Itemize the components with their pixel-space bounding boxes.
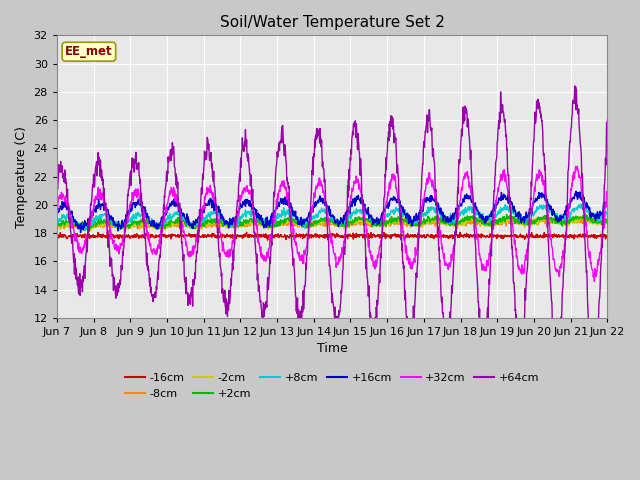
+8cm bbox=[176, 212, 184, 217]
+8cm bbox=[163, 217, 170, 223]
+32cm bbox=[490, 226, 497, 232]
-2cm bbox=[418, 225, 426, 230]
-16cm bbox=[237, 233, 244, 239]
+2cm bbox=[53, 219, 61, 225]
+2cm bbox=[163, 222, 170, 228]
+64cm bbox=[175, 205, 183, 211]
+64cm bbox=[571, 83, 579, 89]
+32cm bbox=[417, 209, 425, 215]
Line: -16cm: -16cm bbox=[57, 232, 607, 240]
+16cm bbox=[163, 208, 170, 214]
+2cm bbox=[604, 216, 611, 221]
Title: Soil/Water Temperature Set 2: Soil/Water Temperature Set 2 bbox=[220, 15, 445, 30]
-2cm bbox=[538, 217, 546, 223]
+64cm bbox=[538, 118, 546, 123]
+8cm bbox=[538, 205, 546, 211]
-16cm bbox=[243, 229, 250, 235]
Line: +2cm: +2cm bbox=[57, 215, 607, 230]
-8cm bbox=[134, 226, 141, 232]
-16cm bbox=[604, 234, 611, 240]
+2cm bbox=[418, 221, 426, 227]
-2cm bbox=[604, 218, 611, 224]
-16cm bbox=[419, 234, 426, 240]
-16cm bbox=[162, 234, 170, 240]
-2cm bbox=[176, 221, 184, 227]
+16cm bbox=[604, 199, 611, 204]
Line: +8cm: +8cm bbox=[57, 203, 607, 230]
-2cm bbox=[237, 225, 245, 230]
+64cm bbox=[53, 184, 61, 190]
-8cm bbox=[176, 218, 184, 224]
-2cm bbox=[163, 221, 170, 227]
+8cm bbox=[604, 210, 611, 216]
+2cm bbox=[237, 223, 245, 228]
+32cm bbox=[591, 278, 598, 284]
+64cm bbox=[162, 182, 170, 188]
+64cm bbox=[417, 186, 425, 192]
+8cm bbox=[579, 200, 586, 206]
-16cm bbox=[539, 232, 547, 238]
-8cm bbox=[163, 222, 170, 228]
-2cm bbox=[53, 224, 61, 230]
Line: +16cm: +16cm bbox=[57, 192, 607, 233]
Text: EE_met: EE_met bbox=[65, 45, 113, 58]
+16cm bbox=[572, 189, 580, 194]
+16cm bbox=[53, 209, 61, 215]
+2cm bbox=[503, 212, 511, 217]
+8cm bbox=[490, 213, 497, 218]
-8cm bbox=[490, 222, 497, 228]
+64cm bbox=[490, 206, 497, 212]
Legend: -16cm, -8cm, -2cm, +2cm, +8cm, +16cm, +32cm, +64cm: -16cm, -8cm, -2cm, +2cm, +8cm, +16cm, +3… bbox=[120, 369, 544, 403]
+32cm bbox=[175, 204, 183, 209]
+32cm bbox=[162, 204, 170, 210]
Line: -2cm: -2cm bbox=[57, 216, 607, 231]
Line: +32cm: +32cm bbox=[57, 167, 607, 281]
-16cm bbox=[264, 237, 271, 243]
-8cm bbox=[551, 215, 559, 221]
Y-axis label: Temperature (C): Temperature (C) bbox=[15, 126, 28, 228]
+16cm bbox=[418, 209, 426, 215]
+2cm bbox=[81, 228, 88, 233]
+16cm bbox=[538, 192, 546, 198]
+2cm bbox=[176, 221, 184, 227]
-8cm bbox=[237, 222, 245, 228]
X-axis label: Time: Time bbox=[317, 342, 348, 356]
-8cm bbox=[418, 219, 426, 225]
+64cm bbox=[552, 359, 559, 365]
+16cm bbox=[77, 230, 84, 236]
-8cm bbox=[53, 224, 61, 229]
-16cm bbox=[53, 232, 61, 238]
+2cm bbox=[490, 221, 497, 227]
+2cm bbox=[539, 216, 547, 222]
-2cm bbox=[490, 221, 497, 227]
+8cm bbox=[53, 220, 61, 226]
+16cm bbox=[490, 206, 497, 212]
+32cm bbox=[237, 196, 244, 202]
+16cm bbox=[176, 204, 184, 209]
Line: +64cm: +64cm bbox=[57, 86, 607, 362]
+32cm bbox=[53, 203, 61, 209]
+8cm bbox=[418, 213, 426, 218]
-2cm bbox=[577, 214, 585, 219]
+32cm bbox=[604, 192, 611, 198]
-8cm bbox=[538, 216, 546, 222]
+64cm bbox=[604, 117, 611, 123]
+32cm bbox=[573, 164, 581, 169]
-16cm bbox=[490, 232, 498, 238]
+64cm bbox=[237, 155, 244, 161]
-2cm bbox=[86, 228, 94, 234]
+16cm bbox=[237, 204, 245, 209]
Line: -8cm: -8cm bbox=[57, 218, 607, 229]
+8cm bbox=[81, 227, 88, 233]
-16cm bbox=[175, 234, 183, 240]
+8cm bbox=[237, 215, 245, 220]
-8cm bbox=[604, 219, 611, 225]
+32cm bbox=[538, 179, 546, 184]
